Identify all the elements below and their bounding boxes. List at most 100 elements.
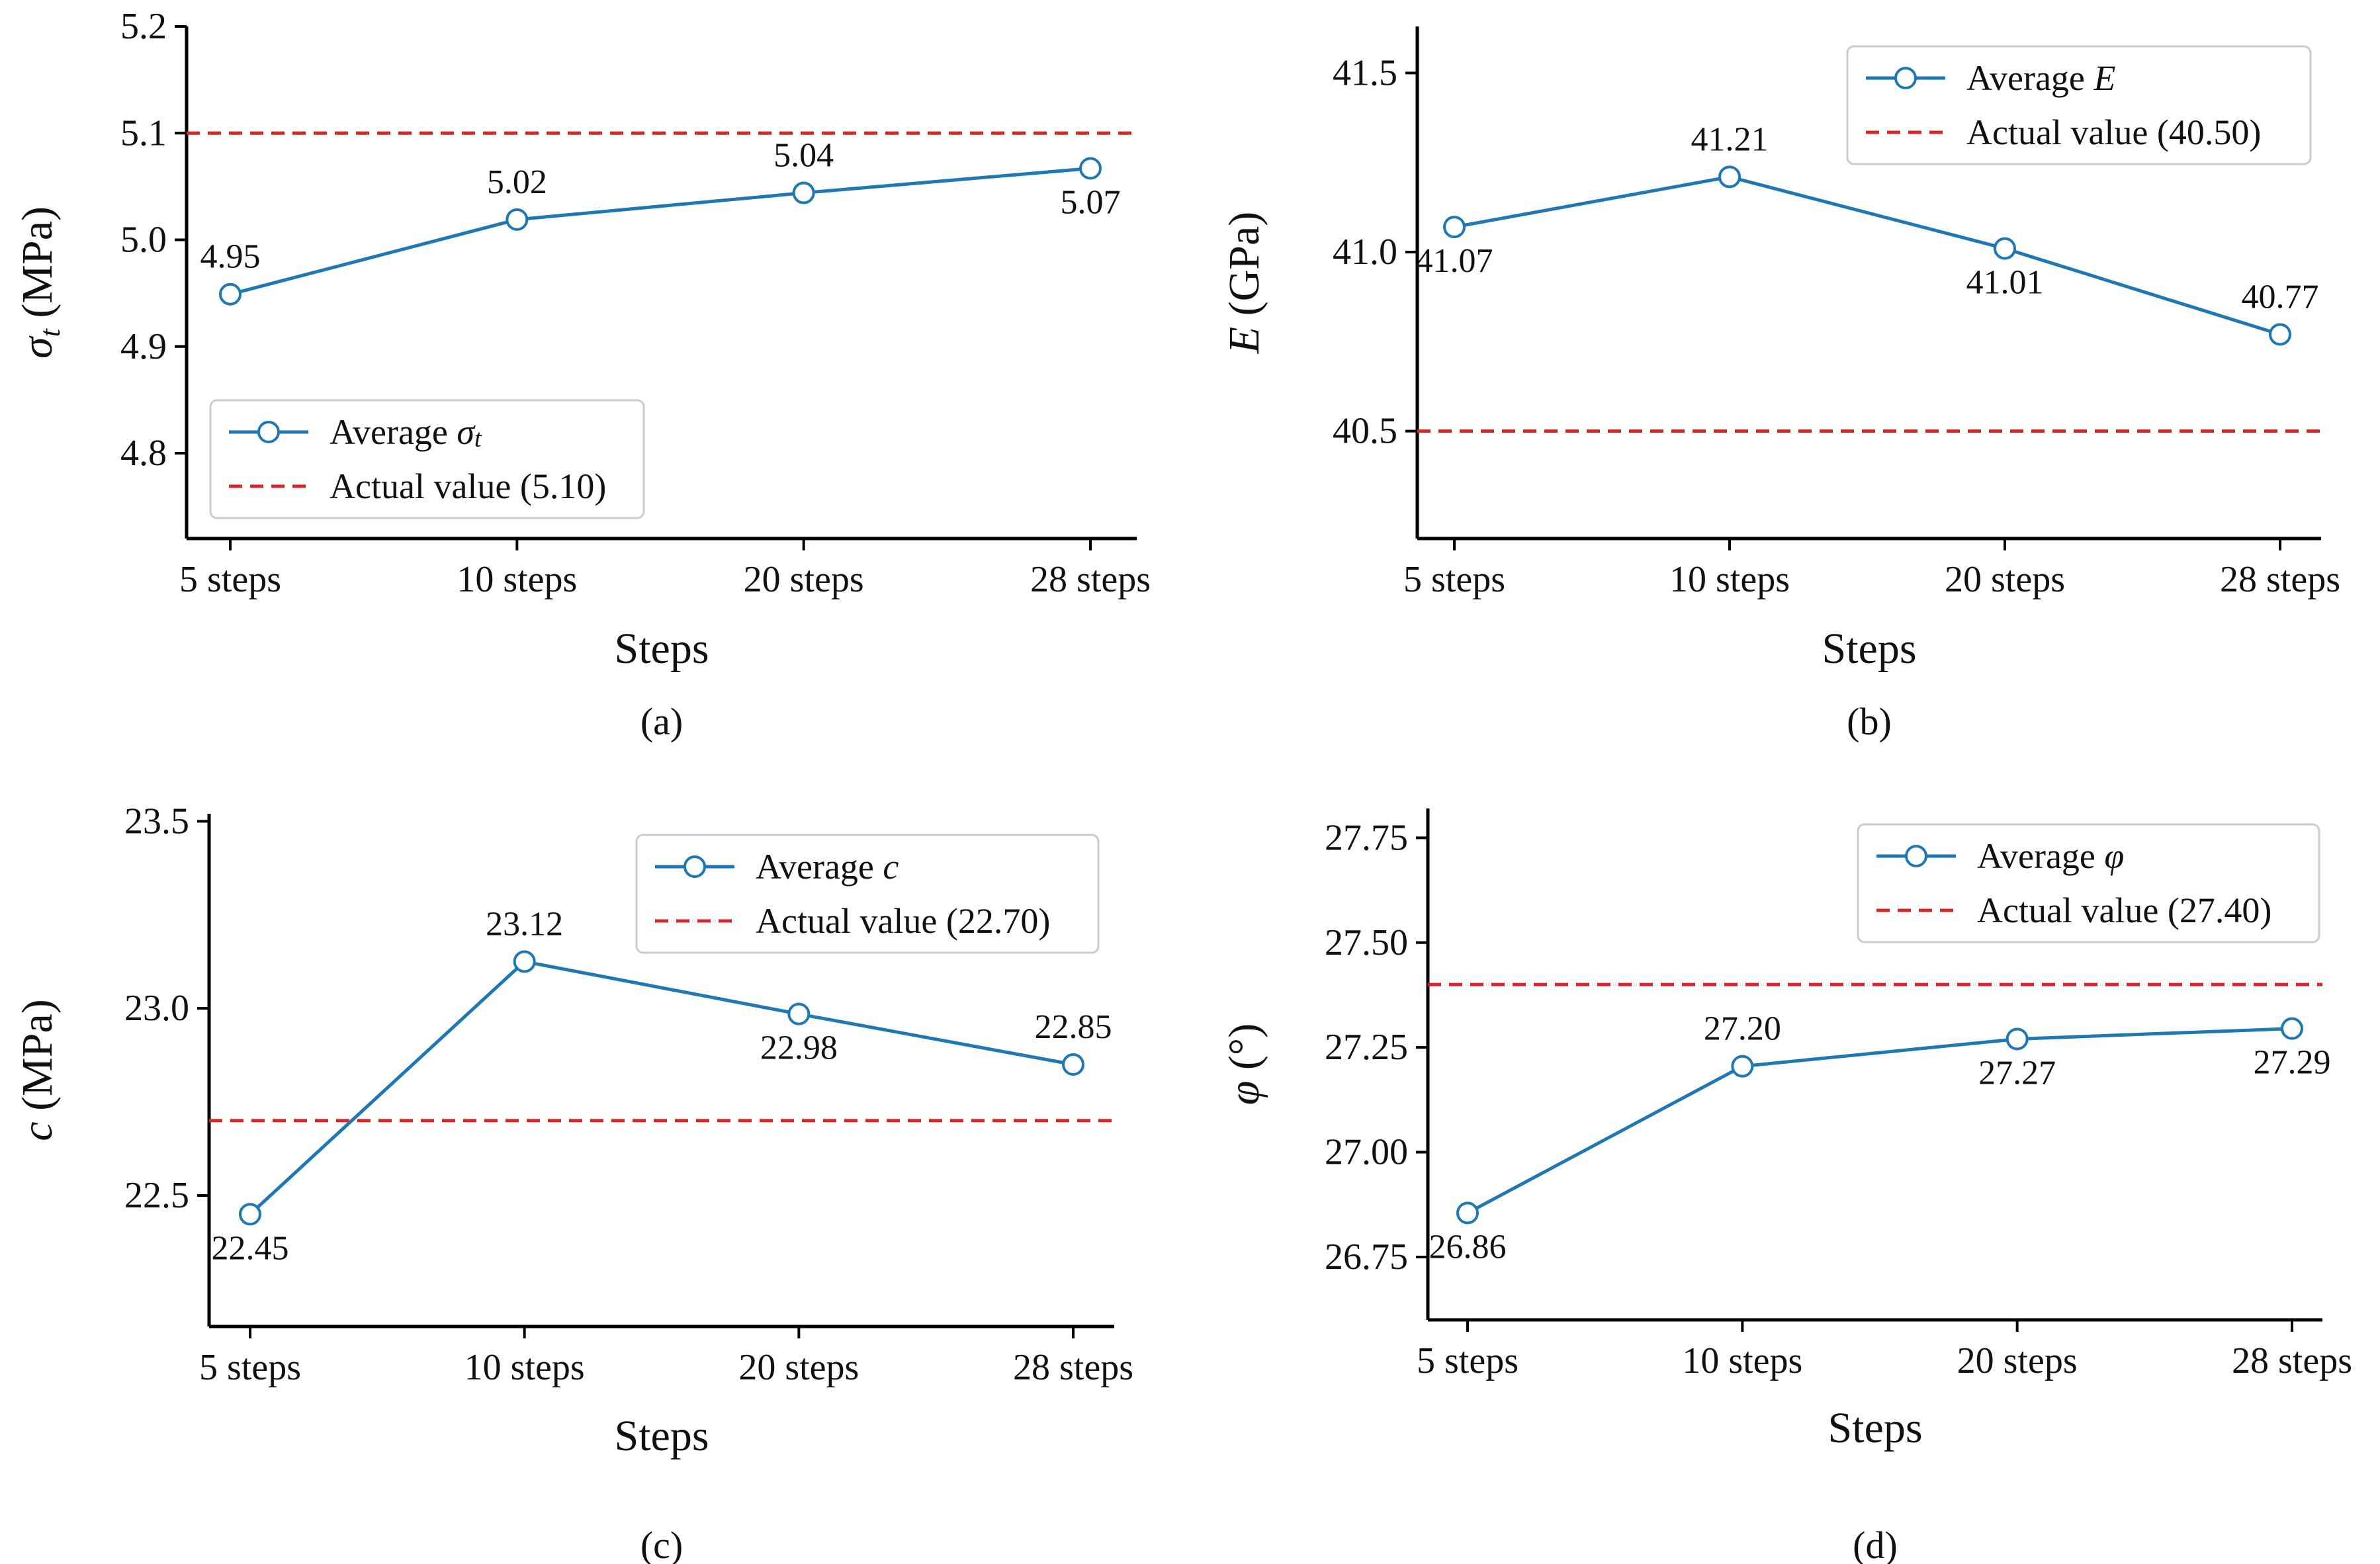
chart-panel-d: 26.75 27.00 27.25 27.50 27.75 5 steps 10 steps… [1220,808,2352,1564]
data-point-marker [2269,323,2291,346]
legend-series-label: Average φ [1977,836,2124,876]
legend-series-text: Average [1966,58,2094,98]
legend-box [209,399,645,519]
legend-series-symbol: φ [2104,836,2124,876]
y-axis-label-symbol: φ [1220,1081,1268,1106]
y-axis-label-unit: (GPa) [1220,212,1268,327]
x-axis-label: Steps [1822,625,1916,673]
x-tick-label: 10 steps [464,1347,585,1388]
x-tick-label: 20 steps [1945,559,2065,600]
y-tick-label: 27.50 [1325,922,1408,963]
y-tick-label: 27.25 [1325,1027,1408,1068]
x-tick-label: 28 steps [2232,1340,2352,1381]
legend-series-label: Average E [1966,58,2115,98]
y-tick-label: 4.9 [120,326,167,367]
x-tick-label: 5 steps [179,559,281,600]
y-axis-label: c (MPa) [13,999,62,1141]
data-point-marker [1718,165,1741,189]
legend: Average c Actual value (22.70) [635,834,1100,954]
data-point-marker [2281,1017,2303,1040]
data-point-marker [1079,157,1102,180]
data-point-marker [506,208,529,231]
legend-series-text: Average [756,847,883,887]
x-tick-label: 20 steps [738,1347,859,1388]
chart-panel-c: 22.5 23.0 23.5 5 steps 10 steps 20 steps 28 st… [13,801,1133,1564]
legend-series-symbol: E [2093,58,2115,98]
data-point-marker [513,950,536,973]
legend-reference-label: Actual value (22.70) [756,901,1050,941]
legend: Average φ Actual value (27.40) [1857,823,2320,943]
y-tick-label: 27.00 [1325,1132,1408,1173]
x-tick-label: 5 steps [1403,559,1505,600]
y-tick-label: 27.75 [1325,817,1408,858]
x-tick-label: 5 steps [199,1347,301,1388]
y-tick-label: 22.5 [124,1175,189,1216]
panel-label: (a) [640,700,683,743]
legend-box [1857,823,2320,943]
x-tick-label: 10 steps [1682,1340,1802,1381]
data-point-marker [792,181,815,204]
chart-panel-b: 40.5 41.0 41.5 5 steps 10 steps 20 steps 28 st… [1220,26,2340,743]
x-tick-label: 20 steps [744,559,864,600]
y-axis-label: σt (MPa) [13,206,66,359]
y-axis-label-unit: (MPa) [13,999,62,1121]
data-label: 5.04 [773,137,834,175]
y-tick-label: 26.75 [1325,1237,1408,1278]
legend-reference-label: Actual value (5.10) [330,466,606,506]
panel-label: (c) [640,1524,683,1564]
y-tick-label: 5.0 [120,220,167,261]
legend-series-subscript: t [474,425,482,453]
data-label: 41.21 [1691,120,1769,158]
data-label: 40.77 [2242,278,2319,316]
x-tick-label: 5 steps [1417,1340,1519,1381]
x-tick-label: 28 steps [1013,1347,1133,1388]
chart-panel-a: 4.8 4.9 5.0 5.1 5.2 5 steps 10 steps 20 steps 28… [13,6,1151,743]
data-label: 22.98 [760,1029,838,1067]
legend-reference-label: Actual value (40.50) [1966,112,2261,152]
y-tick-label: 40.5 [1333,411,1397,452]
y-tick-label: 23.0 [124,988,189,1029]
legend-series-marker [683,855,706,878]
data-label: 27.27 [1978,1054,2056,1092]
series-line [230,166,1091,296]
legend-series-text: Average [1977,836,2104,876]
data-label: 22.85 [1035,1008,1112,1046]
data-label: 26.86 [1429,1228,1507,1266]
x-tick-label: 28 steps [1030,559,1151,600]
y-axis-label-subscript: t [34,327,66,337]
panel-label: (b) [1847,700,1892,743]
panel-label: (d) [1853,1524,1898,1564]
series-line [1454,175,2281,336]
data-label: 5.07 [1061,183,1121,221]
data-point-marker [787,1002,811,1025]
data-point-marker [1062,1053,1084,1076]
data-label: 41.01 [1966,264,2044,302]
legend-series-symbol: c [883,847,899,887]
data-label: 5.02 [487,163,547,201]
x-tick-label: 10 steps [457,559,577,600]
data-label: 27.20 [1704,1010,1781,1048]
y-tick-label: 4.8 [120,433,167,474]
x-axis-label: Steps [1828,1404,1922,1452]
y-tick-label: 23.5 [124,801,189,842]
y-axis-label-symbol: c [13,1121,62,1141]
y-tick-label: 5.2 [120,6,167,47]
legend-series-marker [257,421,280,443]
data-point-marker [2005,1027,2029,1051]
y-tick-label: 41.5 [1333,52,1397,93]
data-point-marker [1443,216,1466,239]
legend: Average σt Actual value (5.10) [209,399,645,519]
x-tick-label: 10 steps [1669,559,1790,600]
x-tick-label: 28 steps [2220,559,2340,600]
series-line [1466,1027,2293,1215]
data-label: 41.07 [1416,242,1493,280]
legend-series-symbol: σ [457,412,476,452]
legend-series-marker [1905,845,1927,867]
legend-series-text: Average [330,412,457,452]
data-point-marker [239,1203,261,1226]
data-point-marker [219,282,242,306]
data-label: 4.95 [200,238,261,276]
legend-box [1846,45,2312,165]
data-label: 27.29 [2254,1044,2331,1082]
